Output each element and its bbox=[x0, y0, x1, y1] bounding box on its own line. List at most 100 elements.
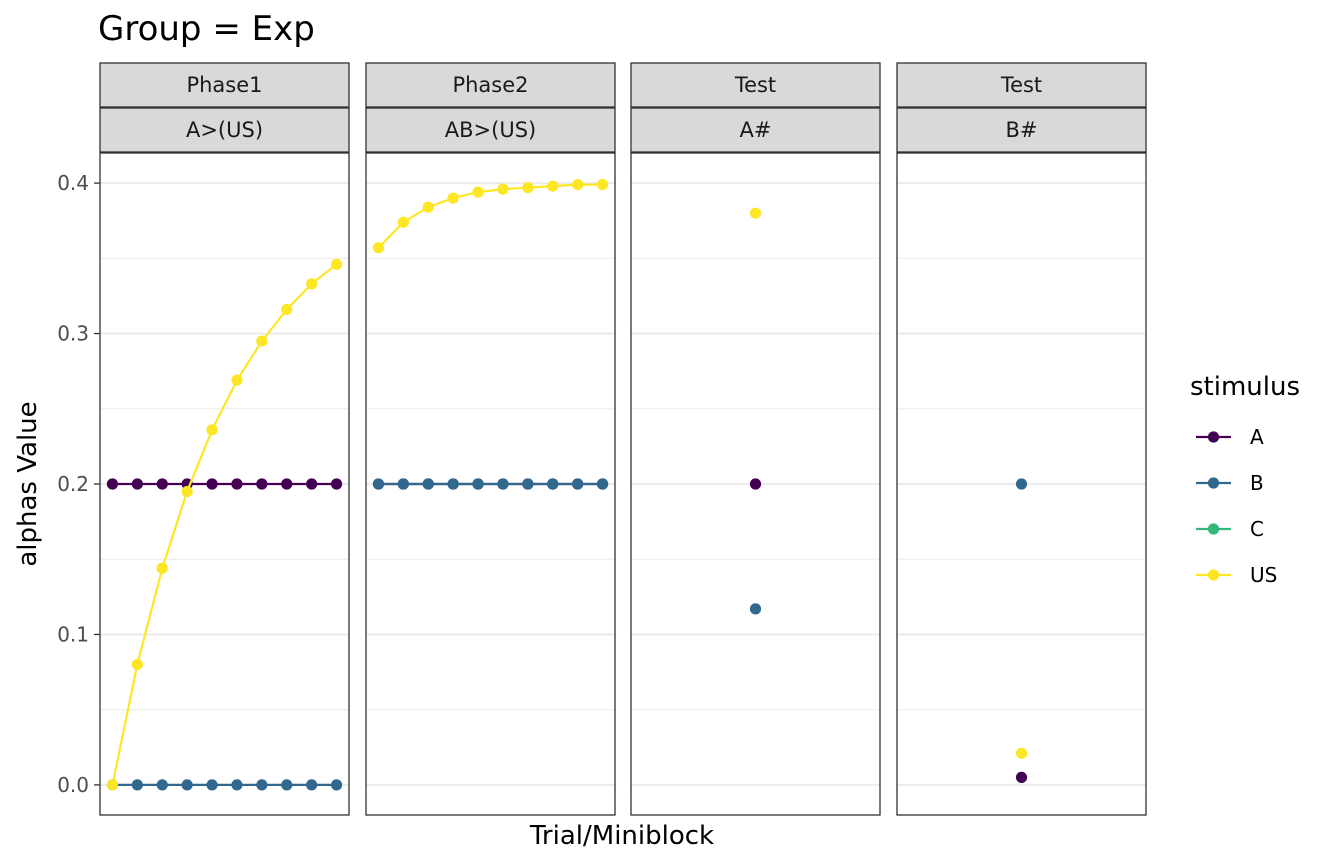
series-line-US bbox=[377, 183, 603, 249]
data-point-B bbox=[1015, 478, 1028, 490]
series-A bbox=[106, 478, 343, 490]
series-US bbox=[106, 258, 343, 791]
data-point-B bbox=[231, 779, 243, 791]
series-A bbox=[749, 478, 762, 490]
data-point-B bbox=[306, 779, 318, 791]
facet-strip-bottom bbox=[630, 107, 881, 153]
data-point-US bbox=[131, 658, 143, 671]
data-point-A bbox=[306, 478, 318, 490]
data-point-B bbox=[281, 779, 293, 791]
data-point-B bbox=[422, 478, 434, 490]
facet-strip-bottom-label: B# bbox=[1005, 118, 1037, 142]
y-tick-label: 0.0 bbox=[57, 773, 89, 797]
x-axis-title: Trial/Miniblock bbox=[529, 821, 714, 851]
data-point-US bbox=[572, 178, 584, 191]
series-B bbox=[1015, 478, 1028, 490]
facet-strip-bottom-label: A>(US) bbox=[186, 118, 263, 142]
data-point-B bbox=[256, 779, 268, 791]
legend-item-US: US bbox=[1196, 563, 1277, 587]
y-axis: 0.0 0.1 0.2 0.3 0.4 bbox=[57, 171, 100, 797]
data-point-US bbox=[447, 192, 459, 204]
facet-panels: Phase1 A>(US) Phase2 AB>(US) Test A# Test B# bbox=[99, 62, 1147, 816]
data-point-US bbox=[397, 216, 409, 228]
data-point-US bbox=[372, 242, 385, 254]
legend-label: C bbox=[1250, 517, 1264, 541]
facet-strip-bottom bbox=[896, 107, 1147, 153]
data-point-US bbox=[206, 424, 218, 436]
data-point-B bbox=[330, 779, 343, 791]
data-point-B bbox=[131, 779, 143, 791]
legend-title: stimulus bbox=[1190, 372, 1300, 402]
facet-strip-top bbox=[99, 62, 350, 108]
facet-strip-top bbox=[630, 62, 881, 108]
data-point-B bbox=[497, 478, 509, 490]
y-tick-label: 0.2 bbox=[57, 472, 89, 496]
facet-panel-1: Phase1 A>(US) bbox=[99, 62, 350, 816]
data-point-B bbox=[156, 779, 168, 791]
data-point-B bbox=[547, 478, 559, 490]
data-point-A bbox=[156, 478, 168, 490]
data-point-A bbox=[330, 478, 343, 490]
facet-panel-2: Phase2 AB>(US) bbox=[365, 62, 616, 816]
series-A bbox=[1015, 771, 1028, 783]
panel-border bbox=[630, 152, 881, 816]
legend-item-C: C bbox=[1196, 517, 1264, 541]
y-tick-label: 0.3 bbox=[57, 322, 89, 346]
data-point-A bbox=[106, 478, 119, 490]
data-point-US bbox=[156, 562, 168, 574]
facet-panel-3: Test A# bbox=[630, 62, 881, 816]
data-point-US bbox=[749, 207, 762, 219]
data-point-A bbox=[281, 478, 293, 490]
facet-strip-top-label: Phase2 bbox=[452, 73, 528, 97]
data-point-US bbox=[497, 183, 509, 195]
data-point-B bbox=[206, 779, 218, 791]
panel-border bbox=[896, 152, 1147, 816]
y-axis-title: alphas Value bbox=[13, 401, 43, 566]
legend-label: US bbox=[1250, 563, 1277, 587]
data-point-US bbox=[547, 180, 559, 192]
legend-key-point bbox=[1207, 431, 1220, 443]
legend-key-point bbox=[1207, 569, 1220, 581]
series-line-US bbox=[111, 263, 338, 786]
facet-strip-bottom bbox=[365, 107, 616, 153]
data-point-B bbox=[372, 478, 385, 490]
data-point-A bbox=[231, 478, 243, 490]
legend-label: A bbox=[1250, 425, 1264, 449]
data-point-US bbox=[1015, 747, 1028, 759]
legend-key-point bbox=[1207, 523, 1220, 535]
y-tick-label: 0.1 bbox=[57, 622, 89, 646]
data-point-US bbox=[181, 485, 193, 498]
legend-item-A: A bbox=[1196, 425, 1264, 449]
data-point-US bbox=[596, 178, 609, 191]
data-point-US bbox=[330, 258, 343, 270]
data-point-B bbox=[447, 478, 459, 490]
data-point-US bbox=[281, 303, 293, 316]
panel-border bbox=[365, 152, 616, 816]
series-US bbox=[749, 207, 762, 219]
series-B bbox=[749, 603, 762, 615]
data-point-B bbox=[596, 478, 609, 490]
chart-title: Group = Exp bbox=[98, 9, 315, 49]
facet-strip-bottom-label: AB>(US) bbox=[445, 118, 536, 142]
facet-strip-bottom bbox=[99, 107, 350, 153]
facet-panel-4: Test B# bbox=[896, 62, 1147, 816]
facet-strip-top-label: Phase1 bbox=[186, 73, 262, 97]
data-point-US bbox=[106, 779, 119, 791]
data-point-A bbox=[1015, 771, 1028, 783]
legend-label: B bbox=[1250, 471, 1264, 495]
data-point-A bbox=[131, 478, 143, 490]
legend: stimulus ABC US bbox=[1190, 372, 1300, 587]
legend-key-point bbox=[1207, 477, 1220, 489]
data-point-US bbox=[231, 374, 243, 386]
data-point-A bbox=[749, 478, 762, 490]
facet-strip-bottom-label: A# bbox=[740, 118, 772, 142]
data-point-A bbox=[256, 478, 268, 490]
data-point-US bbox=[256, 335, 268, 347]
data-point-B bbox=[572, 478, 584, 490]
series-US bbox=[1015, 747, 1028, 759]
facet-strip-top-label: Test bbox=[734, 73, 776, 97]
y-tick-label: 0.4 bbox=[57, 171, 89, 195]
series-US bbox=[372, 178, 609, 254]
data-point-B bbox=[397, 478, 409, 490]
